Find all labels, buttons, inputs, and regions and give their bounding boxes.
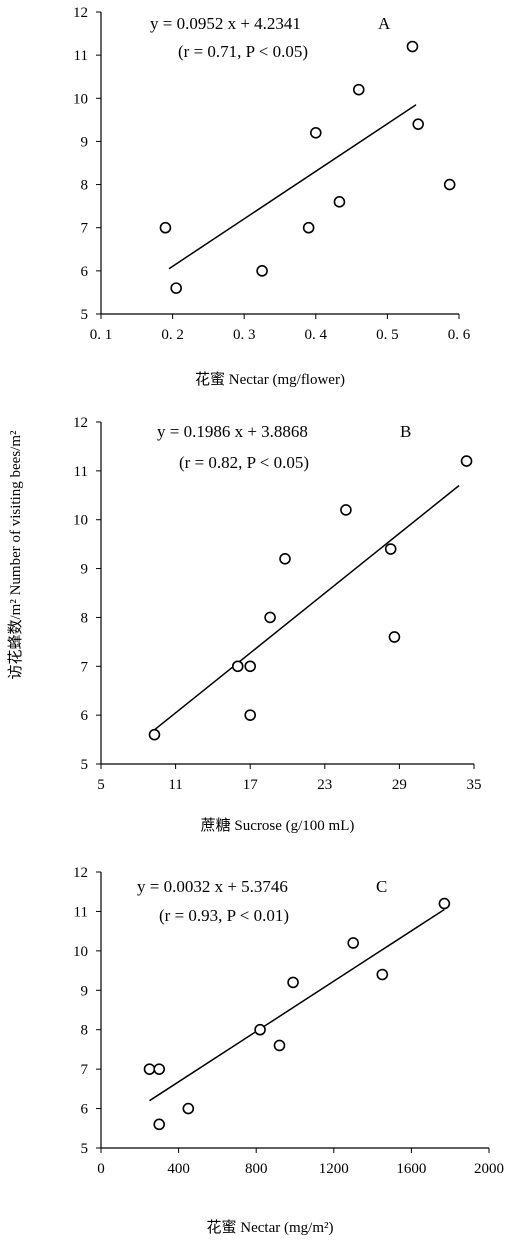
data-point [412, 118, 424, 130]
y-tick-label: 7 [81, 221, 89, 237]
data-point [460, 455, 473, 467]
x-tick-label: 0. 2 [161, 327, 184, 343]
y-tick-label: 8 [81, 178, 89, 194]
y-tick-label: 5 [81, 307, 89, 323]
y-tick-label: 12 [73, 415, 88, 431]
data-point [256, 265, 268, 277]
panel-letter: A [378, 14, 391, 33]
x-axis-label: 花蜜 Nectar (mg/flower) [195, 371, 345, 388]
x-axis-label: 花蜜 Nectar (mg/m²) [207, 1219, 334, 1236]
y-tick-label: 12 [73, 865, 88, 881]
data-point [287, 976, 299, 989]
y-tick-label: 10 [73, 944, 88, 960]
data-point [254, 1023, 266, 1036]
data-point [159, 221, 172, 234]
regression-equation: y = 0.0032 x + 5.3746 [137, 877, 288, 896]
data-point [153, 1118, 165, 1131]
chart-panel-c: 5 6 7 8 9 10 11 12 0 400 800 1200 1600 2000 y = 0.0032… [73, 865, 504, 1236]
y-tick-label: 5 [81, 1141, 89, 1157]
data-point [244, 709, 256, 721]
data-point [143, 1063, 156, 1075]
x-tick-label: 1200 [319, 1161, 349, 1177]
data-point [302, 221, 315, 234]
panel-letter: C [376, 877, 387, 896]
data-point [244, 660, 256, 673]
y-tick-label: 8 [81, 610, 89, 626]
data-point [406, 40, 419, 53]
data-point [347, 937, 360, 949]
data-point [264, 611, 276, 624]
y-tick-label: 10 [73, 91, 88, 107]
data-point [352, 83, 365, 96]
chart-panel-b: 5 6 7 8 9 10 11 12 5 11 17 23 29 35 y = 0.1986 x + 3.8… [73, 415, 482, 834]
data-point [170, 282, 182, 294]
regression-stats: (r = 0.82, P < 0.05) [179, 453, 309, 472]
regression-line [168, 104, 417, 270]
shared-y-axis-label: 访花蜂数/m² Number of visiting bees/m² [7, 430, 24, 679]
x-tick-label: 35 [467, 777, 482, 793]
y-tick-label: 11 [74, 904, 88, 920]
y-tick-label: 10 [73, 513, 88, 529]
x-axis-label: 蔗糖 Sucrose (g/100 mL) [201, 817, 355, 834]
y-tick-label: 7 [81, 659, 89, 675]
y-tick-label: 6 [81, 708, 89, 724]
y-tick-label: 9 [81, 134, 89, 150]
data-point [388, 631, 401, 643]
y-tick-label: 11 [74, 48, 88, 64]
regression-line [149, 908, 445, 1102]
y-tick-label: 6 [81, 264, 89, 280]
regression-line [153, 484, 460, 731]
x-tick-label: 0. 6 [448, 327, 471, 343]
data-point [438, 897, 451, 910]
y-tick-label: 6 [81, 1102, 89, 1118]
data-point [279, 552, 291, 565]
x-tick-label: 29 [392, 777, 407, 793]
y-tick-label: 9 [81, 983, 89, 999]
regression-equation: y = 0.1986 x + 3.8868 [157, 422, 308, 441]
x-tick-label: 0. 5 [376, 327, 399, 343]
regression-equation: y = 0.0952 x + 4.2341 [150, 14, 301, 33]
data-point [340, 504, 352, 516]
x-tick-label: 17 [243, 777, 259, 793]
data-point [148, 728, 161, 741]
x-tick-label: 800 [245, 1161, 268, 1177]
data-point [231, 660, 244, 673]
x-tick-label: 2000 [474, 1161, 504, 1177]
data-point [384, 543, 397, 555]
chart-panel-a: 5 6 7 8 9 10 11 12 0. 1 0. 2 0. 3 0. 4 0. 5 0. 6 y = 0… [73, 5, 471, 388]
x-tick-label: 5 [97, 777, 105, 793]
x-tick-label: 11 [168, 777, 182, 793]
y-tick-label: 11 [74, 464, 88, 480]
data-point [309, 127, 322, 139]
x-tick-label: 0. 4 [305, 327, 328, 343]
data-point [182, 1102, 195, 1115]
x-tick-label: 0 [97, 1161, 105, 1177]
x-tick-label: 400 [167, 1161, 190, 1177]
data-point [443, 178, 456, 191]
data-point [376, 968, 389, 981]
data-point [153, 1063, 165, 1075]
x-tick-label: 0. 1 [90, 327, 113, 343]
regression-stats: (r = 0.93, P < 0.01) [159, 906, 289, 925]
regression-stats: (r = 0.71, P < 0.05) [178, 42, 308, 61]
y-tick-label: 5 [81, 757, 89, 773]
y-tick-label: 12 [73, 5, 88, 21]
y-tick-label: 7 [81, 1062, 89, 1078]
x-tick-label: 1600 [396, 1161, 426, 1177]
y-tick-label: 9 [81, 562, 89, 578]
data-point [273, 1039, 286, 1052]
data-point [333, 196, 346, 208]
panel-letter: B [400, 422, 411, 441]
y-tick-label: 8 [81, 1023, 89, 1039]
x-tick-label: 0. 3 [233, 327, 256, 343]
x-tick-label: 23 [317, 777, 332, 793]
